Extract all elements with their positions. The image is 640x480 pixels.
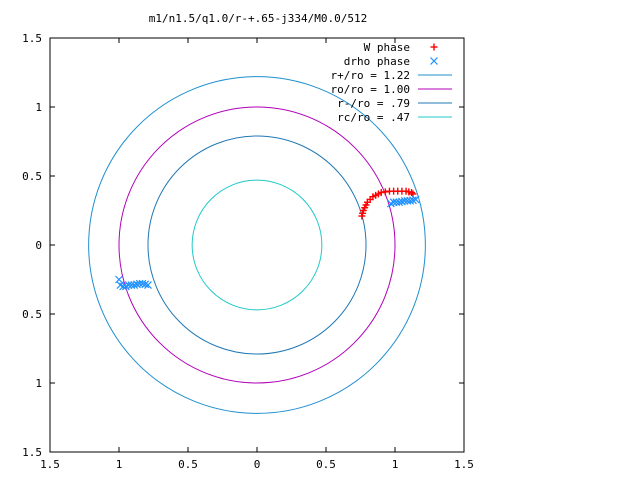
drho-phase-point <box>389 198 398 207</box>
x-tick-label: 0.5 <box>316 458 336 471</box>
drho-phase-point <box>411 195 420 204</box>
legend-label: r-/ro = .79 <box>337 97 410 110</box>
y-tick-label: 0 <box>35 239 42 252</box>
drho-phase-point <box>124 281 133 289</box>
drho-phase-point <box>397 197 406 206</box>
y-tick-label: 1.5 <box>22 446 42 459</box>
drho-phase-point <box>430 57 438 65</box>
y-tick-label: 1.5 <box>22 32 42 45</box>
circle-line <box>191 179 323 311</box>
drho-phase-point <box>403 196 412 205</box>
drho-phase-point <box>144 281 152 289</box>
drho-phase-point <box>400 196 409 205</box>
y-tick-label: 0.5 <box>22 308 42 321</box>
legend-label: drho phase <box>344 55 410 68</box>
circle-line <box>147 135 367 355</box>
drho-phase-point <box>409 196 417 205</box>
circle-line <box>118 106 396 384</box>
x-tick-label: 0 <box>254 458 261 471</box>
drho-phase-point <box>127 281 136 289</box>
y-tick-label: 1 <box>35 101 42 114</box>
legend-label: ro/ro = 1.00 <box>331 83 410 96</box>
legend-label: W phase <box>364 41 410 54</box>
y-tick-label: 0.5 <box>22 170 42 183</box>
legend-label: rc/ro = .47 <box>337 111 410 124</box>
drho-phase-point <box>395 198 404 207</box>
chart-title: m1/n1.5/q1.0/r-+.65-j334/M0.0/512 <box>149 12 368 25</box>
drho-phase-point <box>392 198 401 207</box>
drho-phase-point <box>119 282 128 291</box>
drho-phase-point <box>406 196 415 205</box>
drho-phase-point <box>133 280 141 289</box>
data-points <box>115 187 420 291</box>
drho-phase-point <box>130 281 139 289</box>
x-tick-label: 1 <box>392 458 399 471</box>
y-tick-label: 1 <box>35 377 42 390</box>
x-tick-label: 0.5 <box>178 458 198 471</box>
circle-line <box>88 76 426 414</box>
x-tick-label: 1.5 <box>40 458 60 471</box>
x-tick-label: 1 <box>116 458 123 471</box>
x-tick-label: 1.5 <box>454 458 474 471</box>
drho-phase-point <box>141 280 150 289</box>
legend-label: r+/ro = 1.22 <box>331 69 410 82</box>
reference-circles <box>88 76 426 414</box>
